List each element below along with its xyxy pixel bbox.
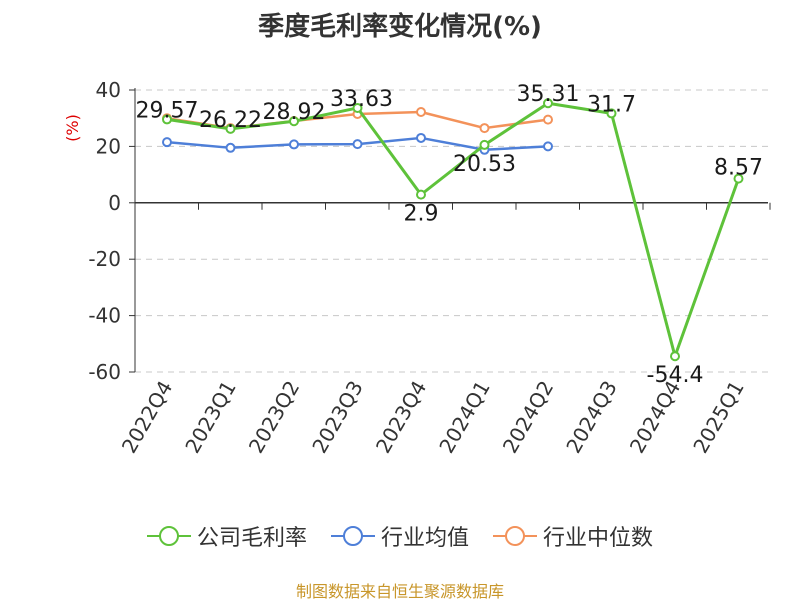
legend-item-industry-avg[interactable]: 行业均值	[330, 520, 469, 552]
data-point	[479, 139, 490, 150]
x-tick-label: 2023Q1	[180, 377, 240, 458]
data-label: 8.57	[714, 156, 763, 181]
x-tick-label: 2024Q3	[561, 377, 621, 458]
data-point	[162, 137, 172, 148]
y-tick-label: 20	[96, 134, 121, 158]
legend-label-industry-avg: 行业均值	[380, 526, 469, 551]
data-label: 29.57	[136, 98, 199, 123]
data-source-note: 制图数据来自恒生聚源数据库	[295, 582, 504, 601]
series-line-0	[166, 101, 740, 358]
x-tick-label: 2024Q4	[625, 377, 685, 458]
x-tick-label: 2023Q3	[307, 377, 367, 458]
x-tick-label: 2022Q4	[117, 377, 177, 458]
data-point	[352, 102, 363, 113]
x-tick-label: 2024Q2	[498, 377, 558, 458]
data-label: -54.4	[647, 363, 704, 388]
x-tick-label: 2024Q1	[434, 377, 494, 458]
data-label: 33.63	[330, 87, 393, 112]
data-label: 26.22	[199, 108, 262, 133]
data-label: 31.7	[587, 92, 636, 117]
data-point	[543, 98, 553, 109]
data-point	[225, 142, 236, 153]
legend-line-marker-icon	[493, 526, 537, 546]
legend-label-industry-median: 行业中位数	[543, 526, 654, 551]
data-point	[606, 108, 617, 119]
y-tick-label: 40	[96, 78, 121, 102]
chart-legend: 公司毛利率 行业均值 行业中位数	[0, 520, 800, 552]
data-point	[416, 106, 426, 117]
y-tick-label: -40	[88, 304, 121, 328]
x-tick-label: 2025Q1	[688, 377, 748, 458]
data-label: 35.31	[517, 82, 580, 107]
data-label: 20.53	[453, 152, 516, 177]
data-point	[225, 123, 236, 134]
data-label: 2.9	[404, 202, 439, 227]
legend-line-marker-icon	[330, 526, 375, 546]
chart-title: 季度毛利率变化情况(%)	[258, 12, 542, 42]
data-point	[479, 123, 490, 134]
x-tick-label: 2023Q2	[244, 377, 304, 458]
legend-item-company[interactable]: 公司毛利率	[146, 520, 307, 552]
y-tick-label: 0	[108, 191, 121, 215]
data-point	[416, 132, 426, 143]
data-point	[352, 139, 363, 150]
y-tick-label: -20	[88, 247, 121, 271]
x-tick-label: 2023Q4	[371, 377, 431, 458]
data-point	[670, 351, 680, 362]
legend-line-marker-icon	[146, 526, 191, 546]
data-point	[543, 141, 553, 152]
data-point	[543, 114, 553, 125]
legend-label-company: 公司毛利率	[196, 526, 307, 551]
y-axis-label: (%)	[63, 114, 82, 142]
legend-item-industry-median[interactable]: 行业中位数	[493, 520, 653, 552]
data-point	[289, 116, 299, 127]
data-point	[289, 139, 299, 150]
data-point	[162, 114, 172, 125]
data-label: 28.92	[263, 100, 326, 125]
data-point	[733, 173, 744, 184]
y-tick-label: -60	[88, 360, 121, 384]
data-point	[416, 189, 426, 200]
